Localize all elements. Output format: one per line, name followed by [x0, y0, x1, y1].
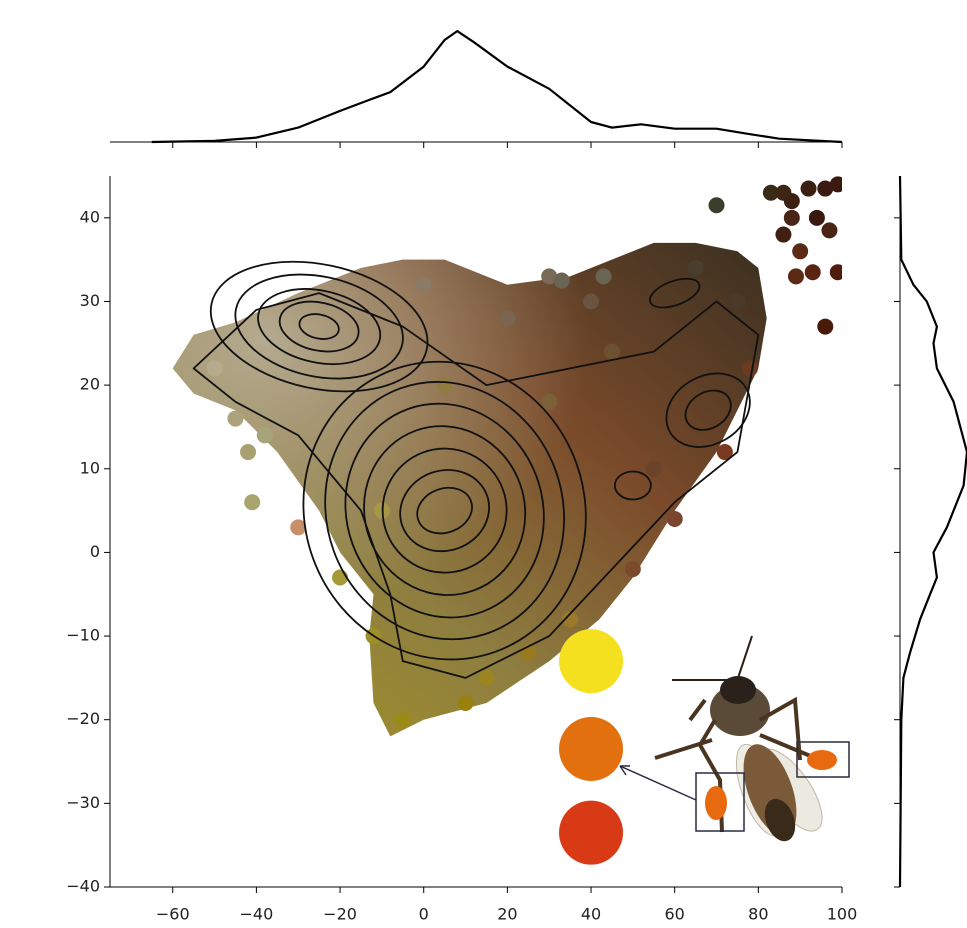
y-tick-label: 0 [90, 542, 100, 561]
scatter-point [583, 293, 599, 309]
y-tick-label: 30 [80, 291, 100, 310]
scatter-point [458, 695, 474, 711]
scatter-point [554, 273, 570, 289]
y-tick-label: −20 [66, 709, 100, 728]
scatter-point [817, 319, 833, 335]
scatter-point [257, 427, 273, 443]
plot-area [173, 176, 846, 736]
color-marker [559, 717, 623, 781]
scatter-point [499, 310, 515, 326]
scatter-point [227, 411, 243, 427]
x-tick-label: 20 [497, 905, 517, 924]
scatter-point [541, 394, 557, 410]
bee-illustration [620, 636, 849, 845]
y-tick-label: −30 [66, 793, 100, 812]
scatter-point [801, 181, 817, 197]
color-marker [559, 801, 623, 865]
scatter-point [709, 197, 725, 213]
scatter-point [821, 222, 837, 238]
scatter-point [792, 243, 808, 259]
scatter-point [830, 264, 846, 280]
scatter-point [625, 561, 641, 577]
scatter-point [667, 511, 683, 527]
color-marker [559, 629, 623, 693]
scatter-point [742, 360, 758, 376]
y-tick-label: −10 [66, 626, 100, 645]
scatter-point [240, 444, 256, 460]
scatter-point [244, 494, 260, 510]
scatter-point [604, 344, 620, 360]
x-tick-label: 80 [748, 905, 768, 924]
scatter-point [596, 268, 612, 284]
scatter-point [688, 260, 704, 276]
x-tick-label: 60 [665, 905, 685, 924]
x-tick-label: −20 [323, 905, 357, 924]
x-tick-label: 0 [419, 905, 429, 924]
scatter-point [729, 293, 745, 309]
scatter-point [788, 268, 804, 284]
density-cloud-highlight [173, 243, 767, 737]
scatter-point [416, 277, 432, 293]
y-tick-label: 20 [80, 375, 100, 394]
x-tick-label: 40 [581, 905, 601, 924]
top-kde-line [152, 31, 842, 142]
x-tick-label: −60 [156, 905, 190, 924]
scatter-point [775, 227, 791, 243]
scatter-point [830, 176, 846, 192]
right-kde-line [900, 176, 967, 887]
y-tick-label: 10 [80, 458, 100, 477]
y-tick-label: −40 [66, 877, 100, 896]
scatter-point [805, 264, 821, 280]
scatter-point [784, 210, 800, 226]
x-tick-label: 100 [827, 905, 858, 924]
scatter-point [478, 670, 494, 686]
scatter-point [646, 461, 662, 477]
scatter-point [207, 360, 223, 376]
y-tick-label: 40 [80, 207, 100, 226]
scatter-point [437, 377, 453, 393]
scatter-point [395, 712, 411, 728]
joint-plot: −60 −40 −20 0 20 40 60 80 100 −40 −30 −20 −10 0 10 20 30… [0, 0, 967, 928]
x-tick-label: −40 [240, 905, 274, 924]
scatter-point [809, 210, 825, 226]
scatter-point [784, 193, 800, 209]
